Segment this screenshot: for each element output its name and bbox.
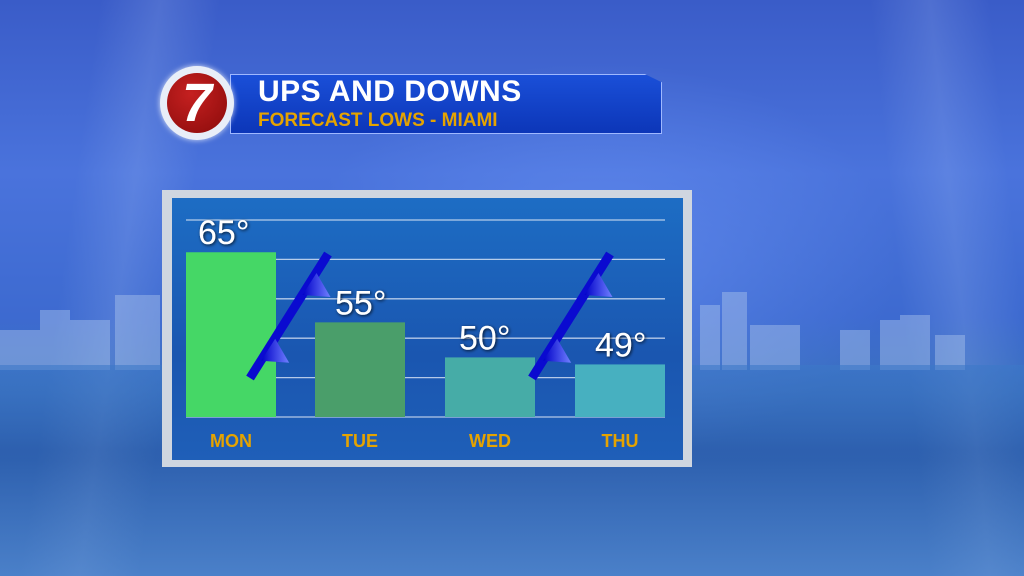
category-label: WED xyxy=(469,431,511,451)
category-label: TUE xyxy=(342,431,378,451)
data-label: 50° xyxy=(459,319,510,357)
category-label: THU xyxy=(602,431,639,451)
bar-thu xyxy=(575,364,665,417)
data-label: 55° xyxy=(335,284,386,322)
bar-wed xyxy=(445,357,535,417)
station-logo: 7 xyxy=(160,66,234,140)
category-label: MON xyxy=(210,431,252,451)
cold-front-icon xyxy=(528,251,614,381)
data-label: 65° xyxy=(198,214,249,252)
bar-tue xyxy=(315,322,405,417)
data-label: 49° xyxy=(595,326,646,364)
bar-mon xyxy=(186,252,276,417)
logo-text: 7 xyxy=(181,73,213,133)
cold-front-icon xyxy=(246,251,332,381)
title-banner xyxy=(230,74,662,134)
title: UPS AND DOWNS xyxy=(258,75,522,108)
background-skyline xyxy=(0,292,965,370)
subtitle: FORECAST LOWS - MIAMI xyxy=(258,110,498,131)
